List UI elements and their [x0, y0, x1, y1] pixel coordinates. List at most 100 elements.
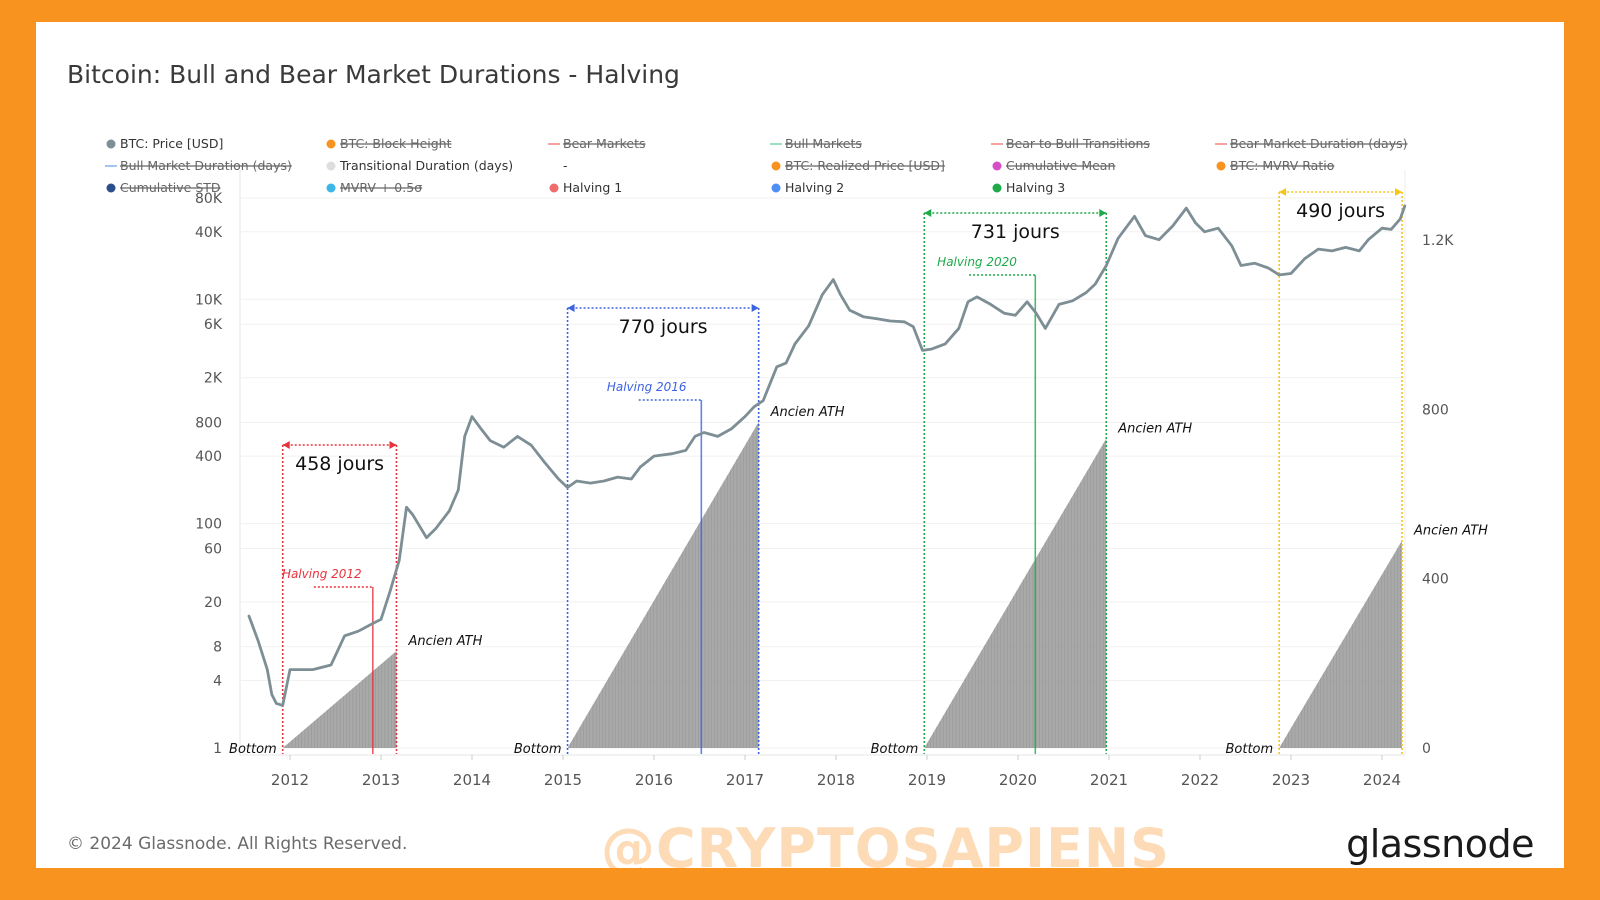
legend-item: Halving 2 [771, 180, 844, 195]
x-tick-label: 2022 [1181, 771, 1219, 789]
legend-label: Halving 3 [1006, 180, 1065, 195]
legend-item: BTC: MVRV Ratio [1216, 158, 1334, 173]
y-tick-label: 60 [204, 542, 222, 558]
arrow-left [282, 441, 290, 449]
ancien-ath-label: Ancien ATH [770, 405, 845, 420]
y-tick-label: 4 [213, 673, 222, 689]
y2-tick-label: 400 [1422, 572, 1449, 588]
x-tick-label: 2017 [726, 771, 764, 789]
legend-label: - [563, 158, 568, 173]
legend-label: BTC: MVRV Ratio [1230, 158, 1334, 173]
bottom-label: Bottom [229, 742, 277, 757]
legend-swatch [1216, 161, 1226, 171]
x-tick-label: 2023 [1272, 771, 1310, 789]
legend-label: Bear Markets [563, 136, 646, 151]
legend-item: MVRV + 0.5σ [326, 180, 422, 195]
halving-label: Halving 2012 [282, 567, 362, 581]
legend-item: Bear to Bull Transitions [991, 136, 1150, 151]
legend-swatch [771, 183, 781, 193]
duration-label: 731 jours [971, 221, 1060, 243]
legend-item: Bull Market Duration (days) [105, 158, 292, 173]
legend-item: Bear Market Duration (days) [1215, 136, 1408, 151]
glassnode-logo: glassnode [1346, 822, 1534, 866]
x-tick-label: 2021 [1090, 771, 1128, 789]
legend-label: MVRV + 0.5σ [340, 180, 422, 195]
arrow-left [1279, 188, 1287, 196]
duration-label: 490 jours [1296, 200, 1385, 222]
legend-swatch [326, 183, 336, 193]
duration-triangle [282, 651, 397, 748]
y-tick-label: 8 [213, 640, 222, 656]
duration-triangle [1279, 540, 1403, 748]
x-tick-label: 2012 [271, 771, 309, 789]
legend-item: Transitional Duration (days) [326, 158, 513, 173]
legend-label: Transitional Duration (days) [339, 158, 513, 173]
legend-item: BTC: Block Height [326, 136, 452, 151]
y-tick-label: 800 [195, 415, 222, 431]
y2-tick-label: 0 [1422, 741, 1431, 757]
legend-label: Bear Market Duration (days) [1230, 136, 1408, 151]
x-tick-label: 2018 [817, 771, 855, 789]
chart-title: Bitcoin: Bull and Bear Market Durations … [67, 60, 680, 89]
arrow-left [567, 304, 575, 312]
ancien-ath-label: Ancien ATH [407, 634, 482, 649]
legend-item: BTC: Realized Price [USD] [771, 158, 945, 173]
ancien-ath-label: Ancien ATH [1413, 524, 1488, 539]
copyright-text: © 2024 Glassnode. All Rights Reserved. [67, 834, 408, 854]
y-tick-label: 40K [195, 225, 223, 241]
legend-swatch [549, 183, 559, 193]
arrow-right [1099, 209, 1107, 217]
arrow-right [389, 441, 397, 449]
cycle-group: 770 jours Bottom Ancien ATH Halving 2016 [514, 304, 845, 757]
x-tick-label: 2015 [544, 771, 582, 789]
legend-label: BTC: Price [USD] [120, 136, 223, 151]
y-tick-label: 400 [195, 449, 222, 465]
legend-swatch [992, 161, 1002, 171]
bottom-label: Bottom [871, 742, 919, 757]
legend-label: Halving 2 [785, 180, 844, 195]
watermark: @CRYPTOSAPIENS [601, 817, 1171, 880]
cycle-group: 731 jours Bottom Ancien ATH Halving 2020 [871, 209, 1192, 757]
ancien-ath-label: Ancien ATH [1117, 422, 1192, 437]
y-tick-label: 1 [213, 741, 222, 757]
x-tick-label: 2013 [362, 771, 400, 789]
legend-item: BTC: Price [USD] [106, 136, 223, 151]
legend-swatch [106, 183, 116, 193]
legend-item: Cumulative Mean [992, 158, 1115, 173]
cycle-group: 490 jours Bottom Ancien ATH [1225, 188, 1488, 757]
legend-item: Halving 1 [549, 180, 622, 195]
halving-label: Halving 2020 [937, 255, 1017, 269]
bottom-label: Bottom [514, 742, 562, 757]
x-tick-label: 2016 [635, 771, 673, 789]
arrow-right [1395, 188, 1403, 196]
btc-price-line [247, 204, 1407, 707]
x-tick-label: 2019 [908, 771, 946, 789]
duration-label: 458 jours [295, 453, 384, 475]
y2-tick-label: 1.2K [1422, 233, 1454, 249]
legend-item: - [563, 158, 568, 173]
y-tick-label: 10K [195, 292, 223, 308]
legend-item: Bull Markets [770, 136, 862, 151]
duration-triangle [924, 438, 1107, 748]
legend-item: Halving 3 [992, 180, 1065, 195]
legend-label: Halving 1 [563, 180, 622, 195]
duration-label: 770 jours [619, 316, 708, 338]
legend-label: Bull Markets [785, 136, 862, 151]
legend-swatch [106, 139, 116, 149]
x-tick-label: 2024 [1363, 771, 1401, 789]
y2-tick-label: 800 [1422, 402, 1449, 418]
legend-item: Cumulative STD [106, 180, 221, 195]
legend-swatch [326, 139, 336, 149]
x-tick-label: 2014 [453, 771, 491, 789]
y-tick-label: 20 [204, 595, 222, 611]
legend-label: Cumulative STD [120, 180, 221, 195]
chart-card: Bitcoin: Bull and Bear Market Durations … [36, 22, 1564, 880]
legend-swatch [326, 161, 336, 171]
legend-item: Bear Markets [548, 136, 646, 151]
legend-swatch [771, 161, 781, 171]
x-tick-label: 2020 [999, 771, 1037, 789]
y-tick-label: 6K [204, 317, 223, 333]
legend-swatch [992, 183, 1002, 193]
legend-label: Bull Market Duration (days) [120, 158, 292, 173]
